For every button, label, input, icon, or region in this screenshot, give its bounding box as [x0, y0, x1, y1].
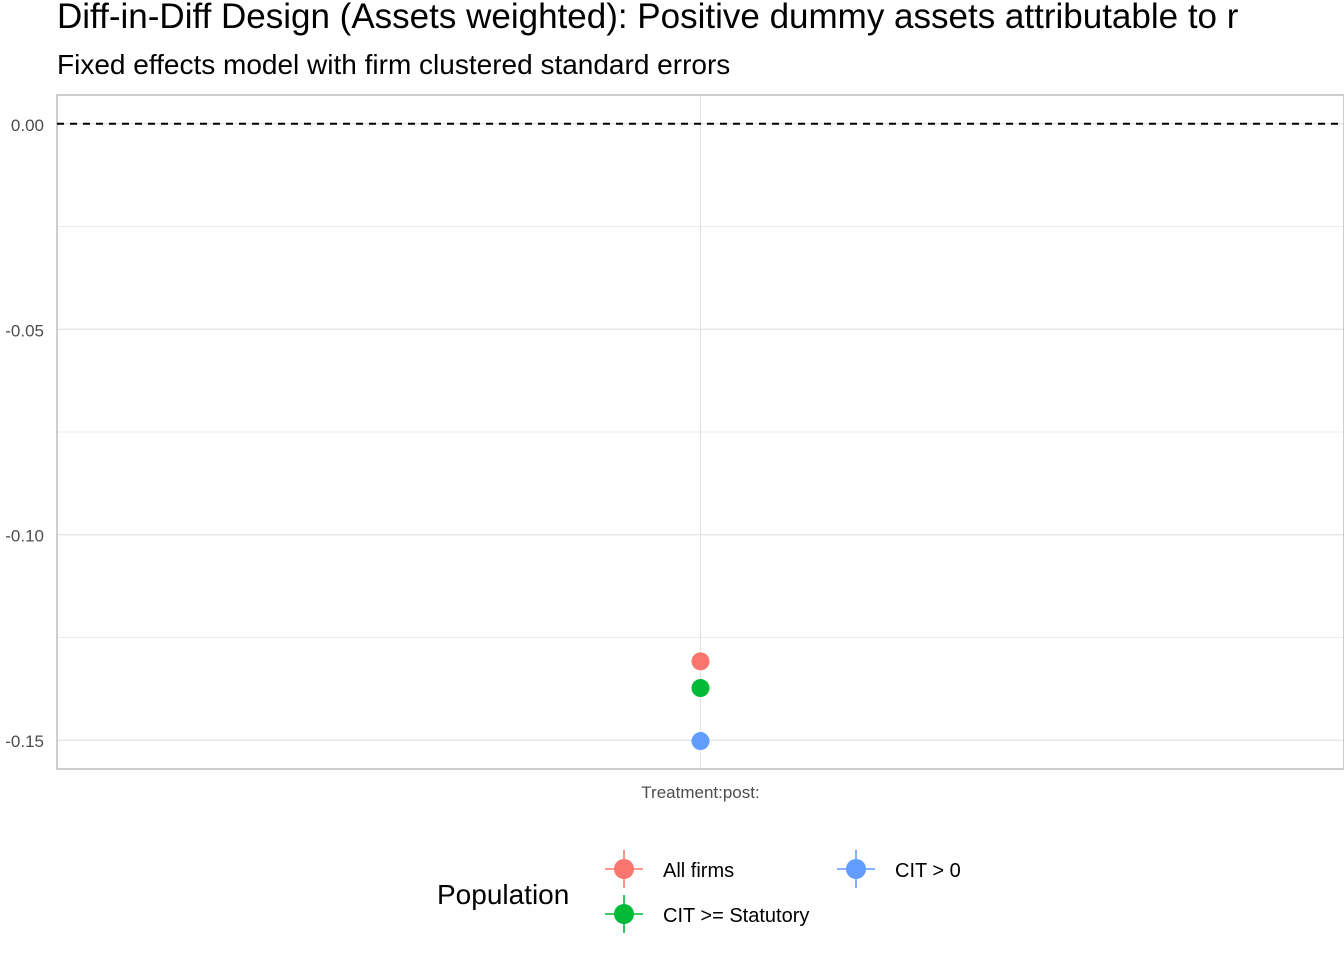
legend-key-point: [614, 904, 634, 924]
legend-key-point: [614, 859, 634, 879]
data-point: [691, 652, 710, 671]
y-tick-label: 0.00: [11, 116, 44, 135]
legend-key-point: [846, 859, 866, 879]
legend-label: CIT >= Statutory: [663, 905, 809, 927]
legend-title: Population: [437, 879, 569, 910]
data-point: [691, 732, 710, 751]
chart-title: Diff-in-Diff Design (Assets weighted): P…: [57, 0, 1239, 36]
y-tick-label: -0.15: [5, 732, 44, 751]
y-tick-label: -0.10: [5, 527, 44, 546]
legend-label: All firms: [663, 860, 734, 882]
y-tick-label: -0.05: [5, 321, 44, 340]
legend-label: CIT > 0: [895, 860, 961, 882]
chart-subtitle: Fixed effects model with firm clustered …: [57, 49, 730, 80]
legend: Population All firms CIT >= Statutory CIT …: [437, 850, 961, 933]
plot-area: 0.00 -0.05 -0.10 -0.15 Treatment:post:: [5, 94, 1344, 802]
plot-border: [56, 94, 1344, 770]
data-point: [691, 679, 710, 698]
x-tick-label: Treatment:post:: [641, 783, 759, 802]
